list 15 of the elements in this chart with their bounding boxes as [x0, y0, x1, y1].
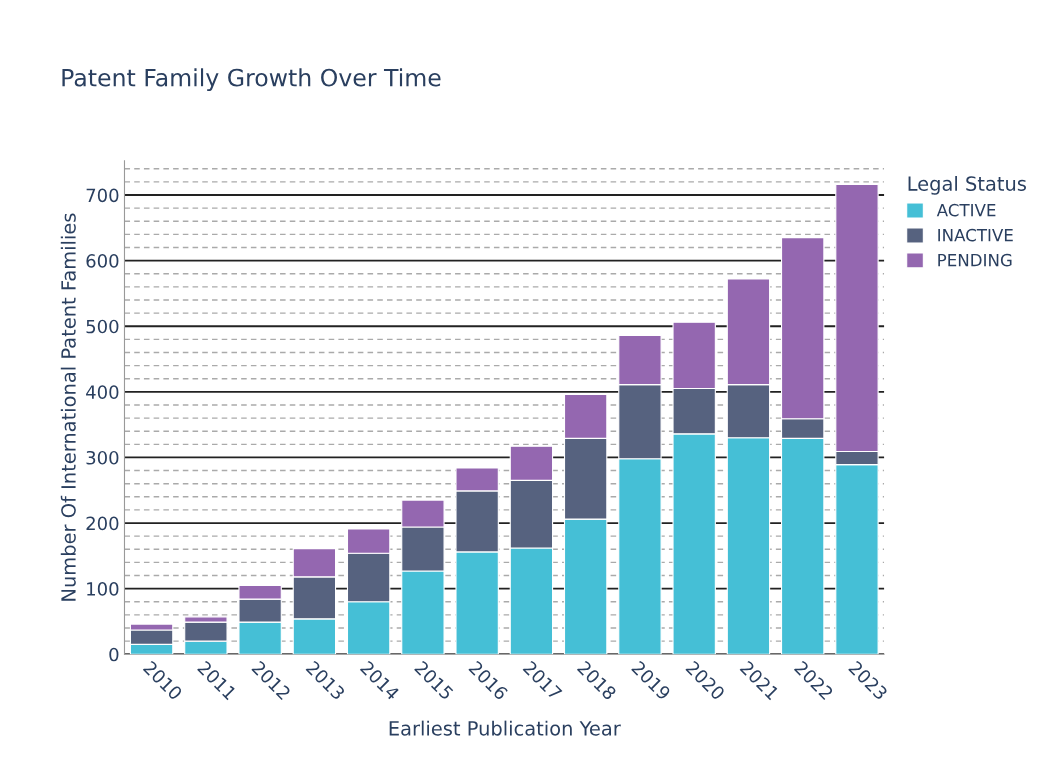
y-tick-label: 300	[86, 450, 119, 465]
y-tick-label: 0	[109, 647, 119, 662]
legend-label: PENDING	[938, 253, 1012, 267]
legend-title: Legal Status	[908, 175, 1026, 195]
x-axis-title: Earliest Publication Year	[389, 720, 621, 736]
legend-label: ACTIVE	[936, 203, 996, 217]
y-axis-title: Number Of International Patent Families	[60, 213, 76, 601]
y-tick-label: 600	[86, 254, 119, 268]
y-tick-label: 500	[86, 319, 119, 334]
y-tick-label: 700	[86, 188, 119, 203]
y-tick-label: 100	[87, 582, 119, 596]
legend-label: INACTIVE	[938, 228, 1013, 242]
chart-title: Patent Family Growth Over Time	[62, 68, 441, 92]
y-tick-label: 400	[86, 385, 119, 399]
y-tick-label: 200	[86, 516, 119, 531]
